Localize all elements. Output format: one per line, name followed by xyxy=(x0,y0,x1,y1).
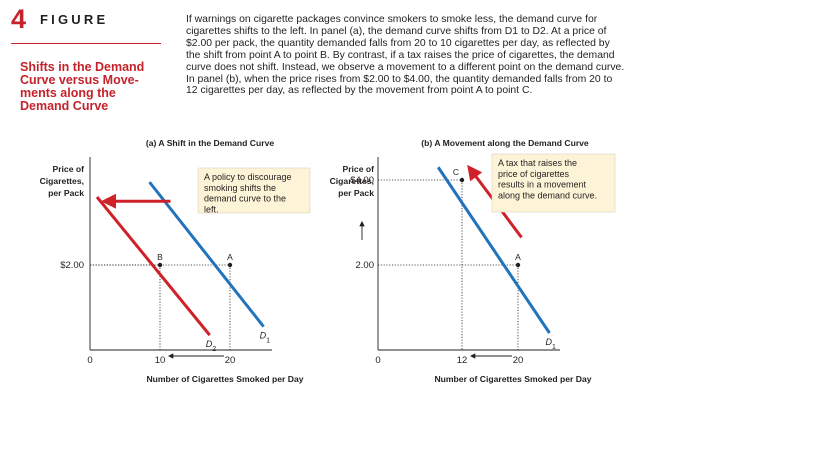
y-tick-label: $2.00 xyxy=(60,260,84,271)
panel-title: (a) A Shift in the Demand Curve xyxy=(146,138,275,148)
annotation-line: A tax that raises the xyxy=(498,158,577,168)
figure-caption: If warnings on cigarette packages convin… xyxy=(186,14,625,97)
annotation-line: along the demand curve. xyxy=(498,190,597,200)
y-tick-label: 2.00 xyxy=(356,260,375,271)
point-c xyxy=(459,177,465,183)
annotation-line: demand curve to the xyxy=(204,194,286,204)
point-a xyxy=(515,262,521,268)
figure-word: FIGURE xyxy=(40,12,109,27)
y-axis-label-line: Price of xyxy=(52,164,84,174)
point-b xyxy=(157,262,163,268)
panel-b: (b) A Movement along the Demand Curve Pri… xyxy=(330,138,616,384)
x-tick-label: 12 xyxy=(457,355,468,366)
y-axis-label-line: Price of xyxy=(342,164,374,174)
point-label-c: C xyxy=(453,167,459,177)
curve-label-d1: D1 xyxy=(546,337,557,351)
annotation-line: A policy to discourage xyxy=(204,172,292,182)
divider xyxy=(11,43,161,44)
y-tick-label: $4.00 xyxy=(350,175,374,186)
annotation-line: left. xyxy=(204,204,219,214)
x-tick-label: 0 xyxy=(87,355,92,366)
annotation-line: smoking shifts the xyxy=(204,183,276,193)
demand-curve-d1 xyxy=(436,166,551,334)
curve-label-d1: D1 xyxy=(260,331,271,345)
y-axis-label-line: per Pack xyxy=(48,188,84,198)
x-axis-label: Number of Cigarettes Smoked per Day xyxy=(146,374,303,384)
annotation-box xyxy=(197,167,311,214)
demand-curve-d2 xyxy=(95,196,211,337)
x-tick-label: 20 xyxy=(225,355,236,366)
x-tick-label: 10 xyxy=(155,355,166,366)
curve-label-d2: D2 xyxy=(206,339,217,353)
annotation-line: results in a movement xyxy=(498,180,587,190)
figure-title: Shifts in the Demand Curve versus Move-m… xyxy=(20,60,145,113)
demand-curve-d1 xyxy=(148,181,265,328)
x-tick-label: 20 xyxy=(513,355,524,366)
figure-number: 4 xyxy=(11,4,27,34)
x-axis-label: Number of Cigarettes Smoked per Day xyxy=(434,374,591,384)
annotation-line: price of cigarettes xyxy=(498,169,570,179)
panel-title: (b) A Movement along the Demand Curve xyxy=(421,138,589,148)
point-label-a: A xyxy=(227,252,233,262)
panel-a: (a) A Shift in the Demand Curve Price of C… xyxy=(40,138,311,384)
annotation-box xyxy=(491,153,616,213)
y-axis-label-line: Cigarettes, xyxy=(330,176,374,186)
x-tick-label: 0 xyxy=(375,355,380,366)
point-a xyxy=(227,262,233,268)
y-axis-label-line: Cigarettes, xyxy=(40,176,84,186)
point-label-a: A xyxy=(515,252,521,262)
y-axis-label-line: per Pack xyxy=(338,188,374,198)
point-label-b: B xyxy=(157,252,163,262)
